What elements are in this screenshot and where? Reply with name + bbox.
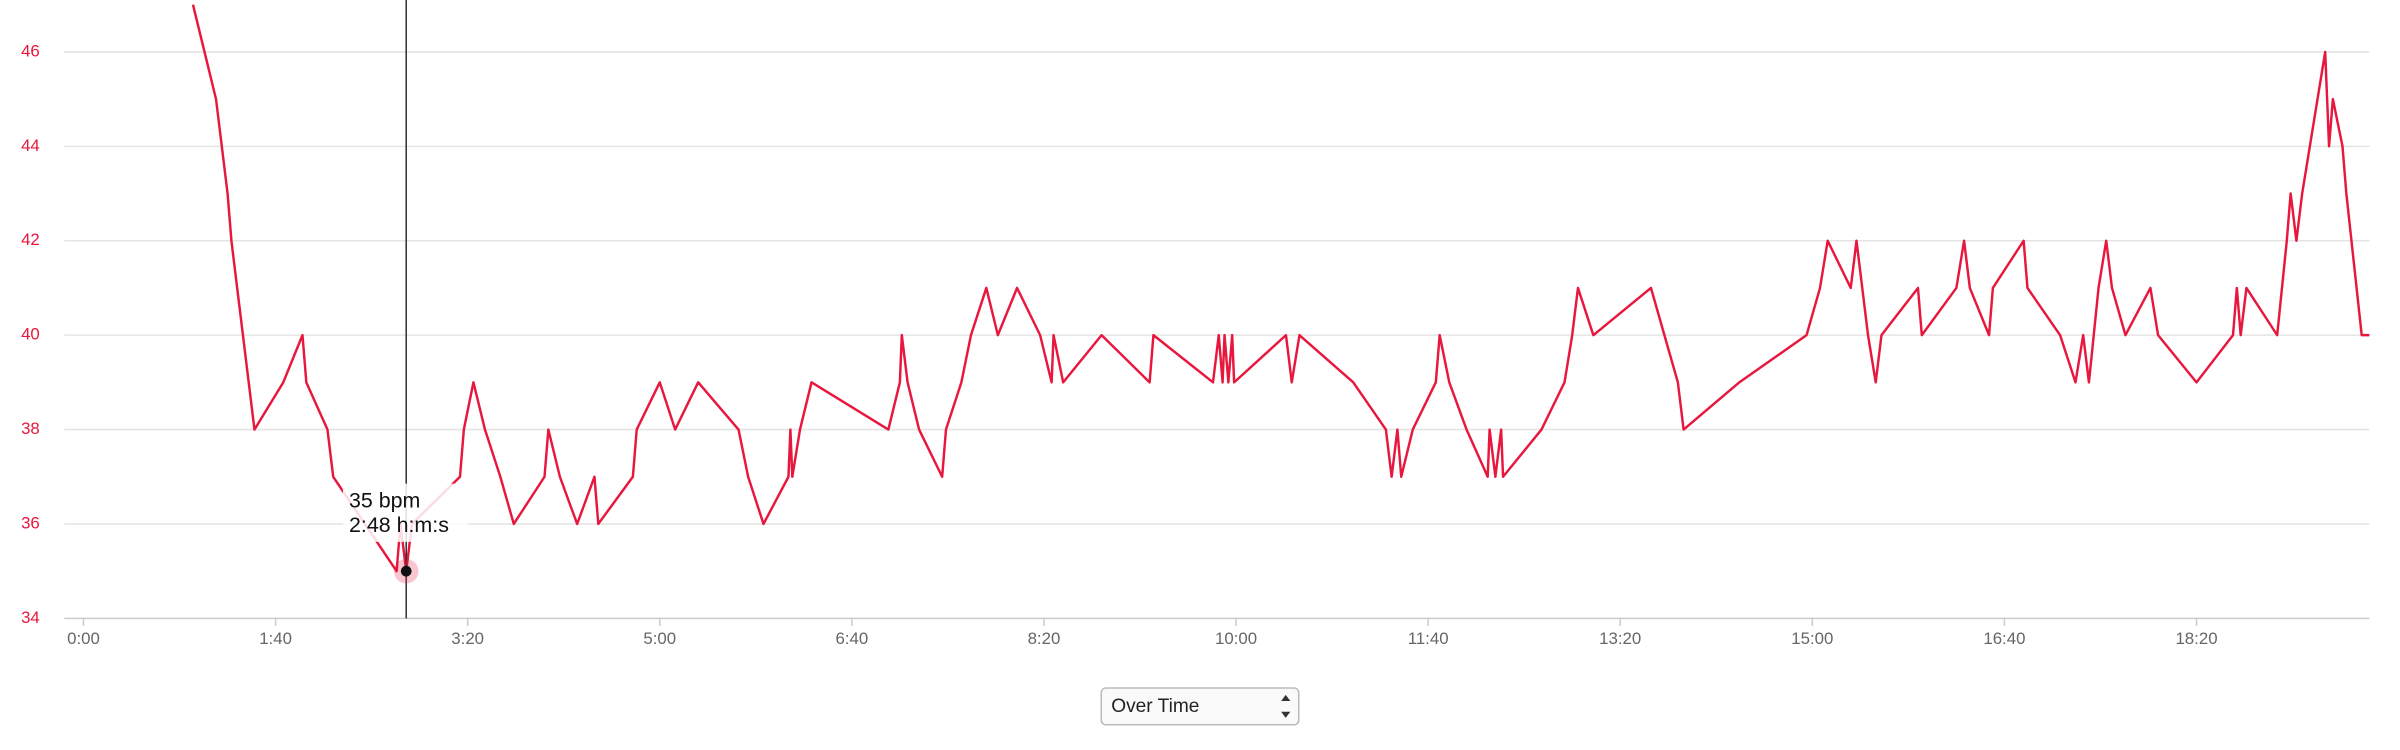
y-tick-label: 42: [21, 230, 40, 249]
x-tick-label: 15:00: [1791, 629, 1833, 648]
select-box[interactable]: [1100, 687, 1300, 726]
y-tick-label: 44: [21, 136, 40, 155]
x-tick-label: 3:20: [451, 629, 484, 648]
x-tick-label: 18:20: [2175, 629, 2217, 648]
y-tick-label: 38: [21, 419, 40, 438]
y-tick-label: 36: [21, 513, 40, 532]
x-tick-label: 10:00: [1215, 629, 1257, 648]
tooltip-time: 2:48 h:m:s: [349, 513, 449, 537]
tooltip: 35 bpm 2:48 h:m:s: [342, 483, 469, 542]
y-tick-label: 46: [21, 41, 40, 60]
x-tick-label: 13:20: [1599, 629, 1641, 648]
x-tick-label: 6:40: [835, 629, 868, 648]
grid: 34 36 38 40 42 44 46 0:00 1:40 3:20 5:00 6:40 8:20 10…: [21, 41, 2370, 648]
x-tick-label: 0:00: [67, 629, 100, 648]
heart-rate-line: [191, 4, 2370, 573]
select-label[interactable]: Over Time: [1111, 696, 1199, 717]
x-tick-label: 16:40: [1983, 629, 2025, 648]
select-arrows[interactable]: [1281, 694, 1291, 718]
y-tick-label: 40: [21, 325, 40, 344]
view-select[interactable]: Over Time: [1100, 687, 1300, 726]
x-tick-label: 1:40: [259, 629, 292, 648]
x-tick-label: 11:40: [1408, 629, 1449, 648]
x-tick-label: 5:00: [643, 629, 676, 648]
x-tick-label: 8:20: [1028, 629, 1061, 648]
tooltip-value: 35 bpm: [349, 489, 420, 513]
hover-point: [400, 565, 412, 577]
plot: [191, 0, 2370, 619]
tooltip-box: [342, 483, 469, 542]
y-tick-label: 34: [21, 608, 40, 627]
